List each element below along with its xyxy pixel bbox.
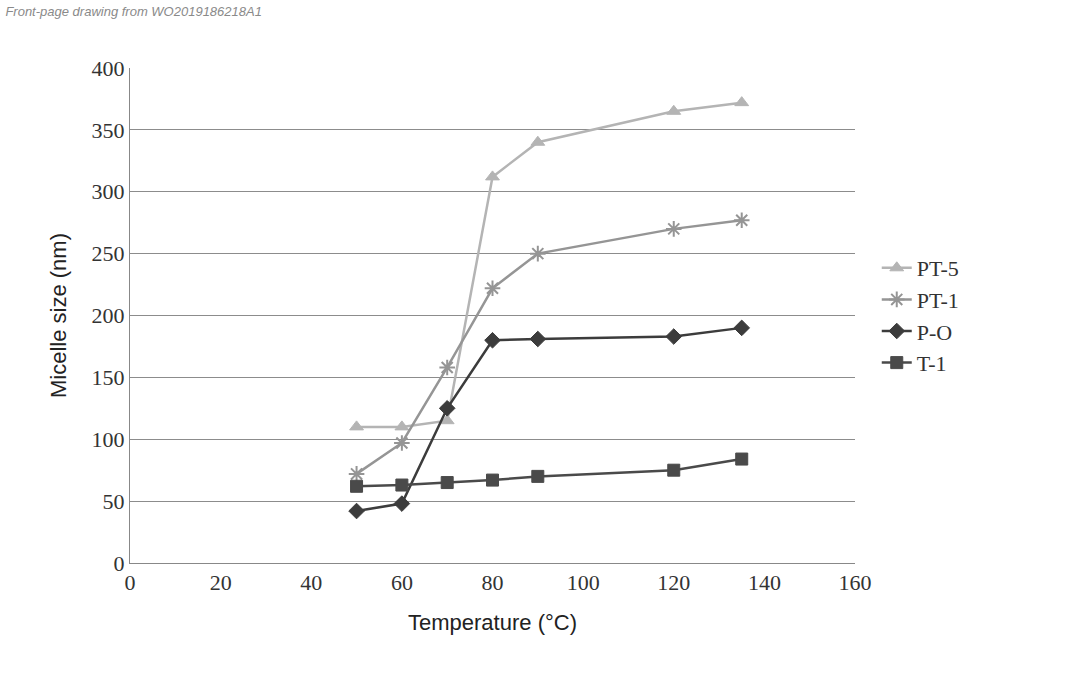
svg-text:40: 40 — [300, 570, 322, 595]
svg-text:Front-page drawing from WO2019: Front-page drawing from WO2019186218A1 — [5, 4, 262, 19]
svg-text:PT-1: PT-1 — [917, 288, 959, 313]
svg-text:50: 50 — [103, 489, 125, 514]
svg-text:100: 100 — [92, 427, 125, 452]
svg-text:100: 100 — [567, 570, 600, 595]
svg-text:350: 350 — [92, 118, 125, 143]
svg-text:PT-5: PT-5 — [917, 256, 959, 281]
svg-text:P-O: P-O — [917, 320, 952, 345]
svg-text:80: 80 — [482, 570, 504, 595]
svg-text:300: 300 — [92, 179, 125, 204]
svg-text:120: 120 — [657, 570, 690, 595]
svg-text:0: 0 — [114, 551, 125, 576]
svg-text:150: 150 — [92, 365, 125, 390]
svg-text:250: 250 — [92, 241, 125, 266]
svg-text:Micelle size (nm): Micelle size (nm) — [46, 233, 71, 398]
svg-text:60: 60 — [391, 570, 413, 595]
svg-text:Temperature (°C): Temperature (°C) — [408, 610, 577, 635]
svg-text:0: 0 — [125, 570, 136, 595]
svg-text:400: 400 — [92, 56, 125, 81]
svg-text:160: 160 — [839, 570, 872, 595]
svg-text:T-1: T-1 — [917, 351, 947, 376]
svg-text:20: 20 — [210, 570, 232, 595]
svg-text:140: 140 — [748, 570, 781, 595]
svg-text:200: 200 — [92, 303, 125, 328]
